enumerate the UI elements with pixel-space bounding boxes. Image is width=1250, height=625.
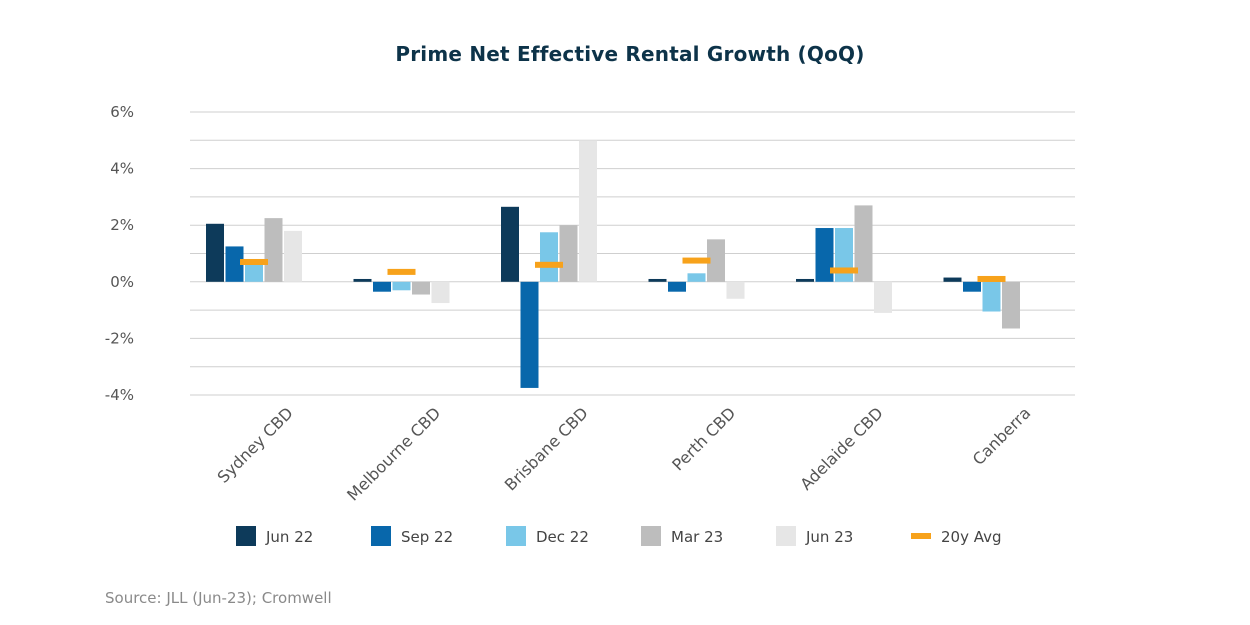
bar-melbourne-cbd-jun-23 — [431, 281, 450, 304]
avg-marker-melbourne-cbd — [387, 268, 416, 275]
bar-canberra-mar-23 — [1002, 281, 1020, 329]
legend-label-sep-22: Sep 22 — [401, 528, 453, 546]
bar-perth-cbd-dec-22 — [687, 273, 706, 282]
bar-sydney-cbd-sep-22 — [225, 246, 244, 282]
bar-adelaide-cbd-jun-22 — [796, 278, 814, 282]
chart-title: Prime Net Effective Rental Growth (QoQ) — [395, 42, 865, 66]
avg-marker-brisbane-cbd — [535, 261, 563, 268]
bar-brisbane-cbd-jun-22 — [501, 206, 519, 282]
legend-swatch-mar-23 — [641, 526, 661, 546]
bar-sydney-cbd-mar-23 — [264, 218, 283, 282]
bar-melbourne-cbd-dec-22 — [392, 281, 411, 291]
y-tick-label: 6% — [110, 103, 134, 121]
gridlines — [190, 111, 1075, 396]
category-label-adelaide-cbd: Adelaide CBD — [796, 403, 886, 493]
legend-label-jun-22: Jun 22 — [265, 528, 313, 546]
bar-adelaide-cbd-dec-22 — [835, 228, 853, 282]
bar-sydney-cbd-jun-23 — [284, 230, 302, 282]
bar-brisbane-cbd-jun-23 — [579, 140, 597, 282]
legend: Jun 22 Sep 22 Dec 22 Mar 23 Jun 23 20y Avg — [236, 526, 1002, 546]
legend-swatch-jun-22 — [236, 526, 256, 546]
legend-label-jun-23: Jun 23 — [805, 528, 853, 546]
bar-perth-cbd-jun-22 — [648, 278, 667, 282]
y-tick-label: 0% — [110, 273, 134, 291]
avg-markers — [240, 257, 1006, 282]
y-tick-label: 4% — [110, 160, 134, 178]
bar-melbourne-cbd-mar-23 — [412, 281, 430, 295]
bar-brisbane-cbd-sep-22 — [520, 281, 539, 388]
bar-brisbane-cbd-dec-22 — [540, 232, 558, 282]
legend-swatch-sep-22 — [371, 526, 391, 546]
category-label-melbourne-cbd: Melbourne CBD — [343, 403, 444, 504]
bar-brisbane-cbd-mar-23 — [559, 225, 578, 282]
bar-canberra-dec-22 — [982, 281, 1001, 312]
bar-sydney-cbd-dec-22 — [245, 263, 263, 282]
bar-canberra-sep-22 — [963, 281, 981, 292]
bar-sydney-cbd-jun-22 — [206, 223, 224, 282]
legend-label-dec-22: Dec 22 — [536, 528, 589, 546]
legend-swatch-jun-23 — [776, 526, 796, 546]
legend-swatch-dec-22 — [506, 526, 526, 546]
avg-marker-sydney-cbd — [240, 258, 268, 265]
bar-perth-cbd-sep-22 — [668, 281, 686, 292]
category-label-sydney-cbd: Sydney CBD — [214, 403, 297, 486]
bar-perth-cbd-mar-23 — [707, 239, 725, 282]
category-label-brisbane-cbd: Brisbane CBD — [501, 403, 592, 494]
category-label-canberra: Canberra — [969, 403, 1035, 469]
avg-marker-canberra — [977, 275, 1006, 282]
bar-melbourne-cbd-jun-22 — [353, 278, 372, 282]
bar-adelaide-cbd-jun-23 — [874, 281, 892, 313]
avg-marker-adelaide-cbd — [830, 267, 858, 274]
y-tick-label: 2% — [110, 216, 134, 234]
y-tick-label: -2% — [105, 329, 134, 347]
x-axis: Sydney CBD Melbourne CBD Brisbane CBD Perth… — [214, 403, 1035, 504]
source-note: Source: JLL (Jun-23); Cromwell — [105, 589, 332, 607]
avg-marker-perth-cbd — [682, 257, 711, 264]
bar-perth-cbd-jun-23 — [726, 281, 745, 299]
bar-canberra-jun-22 — [943, 277, 962, 282]
bars — [206, 140, 1040, 388]
y-tick-label: -4% — [105, 386, 134, 404]
bar-melbourne-cbd-sep-22 — [373, 281, 391, 292]
category-label-perth-cbd: Perth CBD — [668, 403, 739, 474]
y-axis: 6% 4% 2% 0% -2% -4% — [105, 103, 134, 404]
legend-label-20y-avg: 20y Avg — [941, 528, 1002, 546]
bar-adelaide-cbd-sep-22 — [815, 228, 834, 282]
legend-swatch-20y-avg — [911, 533, 931, 539]
legend-label-mar-23: Mar 23 — [671, 528, 723, 546]
bar-adelaide-cbd-mar-23 — [854, 205, 873, 282]
